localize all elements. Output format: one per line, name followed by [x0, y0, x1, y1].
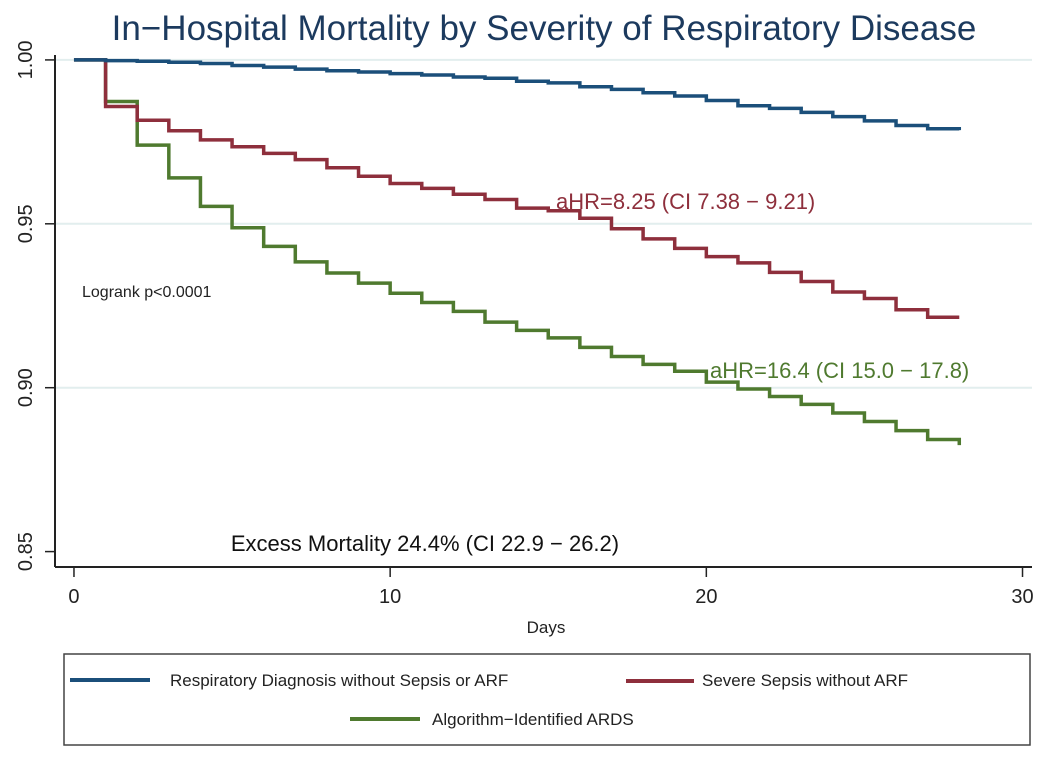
legend-box: [63, 653, 1031, 746]
x-tick-label: 10: [379, 586, 401, 608]
x-tick-label: 20: [695, 586, 717, 608]
annotation-logrank: Logrank p<0.0001: [82, 284, 212, 301]
x-ticks: 0 10 20 30: [68, 567, 1034, 608]
annotation-sepsis-hr: aHR=8.25 (CI 7.38 − 9.21): [556, 189, 815, 214]
annotation-excess-mortality: Excess Mortality 24.4% (CI 22.9 − 26.2): [231, 531, 619, 556]
legend-label-ards: Algorithm−Identified ARDS: [432, 710, 634, 729]
y-tick-label: 1.00: [15, 40, 37, 79]
y-ticks: 0.85 0.90 0.95 1.00: [15, 40, 55, 571]
gridlines: [55, 58, 1032, 389]
legend: Respiratory Diagnosis without Sepsis or …: [63, 653, 1031, 746]
series-line-sepsis: [73, 58, 960, 319]
chart-title: In−Hospital Mortality by Severity of Res…: [112, 9, 977, 48]
annotation-ards-hr: aHR=16.4 (CI 15.0 − 17.8): [710, 358, 969, 383]
x-tick-label: 0: [68, 586, 79, 608]
legend-label-sepsis: Severe Sepsis without ARF: [702, 671, 908, 690]
x-tick-label: 30: [1011, 586, 1033, 608]
series-line-respiratory: [73, 58, 962, 131]
y-tick-label: 0.90: [15, 368, 37, 407]
series-lines: [73, 58, 962, 446]
axes: [54, 55, 1032, 568]
x-axis-label: Days: [527, 618, 566, 637]
y-tick-label: 0.85: [15, 532, 37, 571]
y-tick-label: 0.95: [15, 204, 37, 243]
legend-label-respiratory: Respiratory Diagnosis without Sepsis or …: [170, 671, 508, 690]
series-line-ards: [73, 58, 962, 446]
